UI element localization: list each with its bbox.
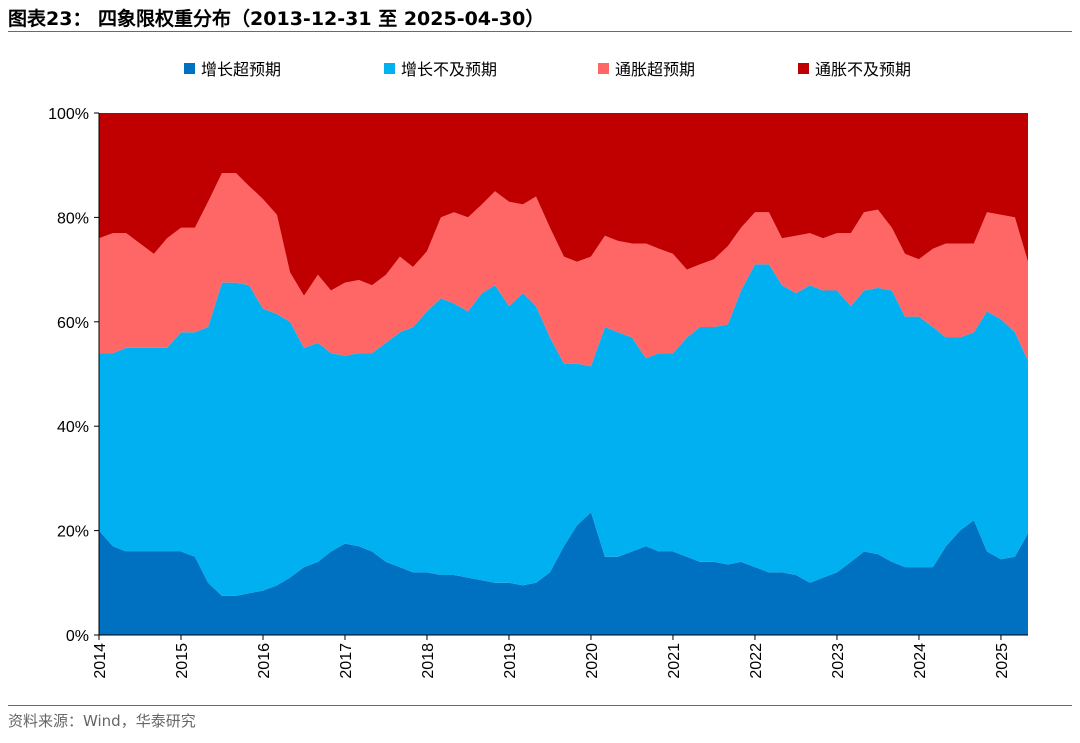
area-series-2	[99, 264, 1028, 596]
legend-item-growth-miss: 增长不及预期	[384, 56, 497, 80]
legend-label: 通胀超预期	[615, 60, 696, 79]
legend-swatch	[798, 62, 809, 74]
legend-label: 通胀不及预期	[815, 60, 912, 79]
y-tick-label: 40%	[57, 419, 89, 436]
legend-label: 增长不及预期	[401, 60, 498, 79]
legend-swatch	[184, 62, 195, 74]
x-tick-label: 2016	[256, 643, 273, 679]
legend-item-inflation-miss: 通胀不及预期	[798, 56, 911, 80]
y-tick-label: 20%	[57, 524, 89, 541]
x-tick-label: 2018	[420, 643, 437, 679]
x-tick-label: 2017	[338, 643, 355, 679]
x-tick-label: 2020	[584, 643, 601, 679]
x-tick-label: 2015	[174, 643, 191, 679]
stacked-area-chart: 0% 20% 40% 60% 80% 100% 2014 2015 2016 2017 2018 20…	[48, 106, 1028, 679]
x-tick-label: 2021	[666, 643, 683, 679]
legend-label: 增长超预期	[201, 60, 282, 79]
x-tick-label: 2014	[92, 643, 109, 679]
title-divider	[8, 31, 1072, 32]
x-tick-label: 2025	[994, 643, 1011, 679]
y-tick-label: 60%	[57, 315, 89, 332]
y-tick-label: 80%	[57, 210, 89, 227]
legend-item-inflation-beat: 通胀超预期	[598, 56, 695, 80]
area-series-4	[99, 113, 1028, 296]
y-tick-label: 100%	[48, 106, 89, 123]
source-divider	[8, 705, 1072, 706]
chart-legend: 增长超预期 增长不及预期 通胀超预期 通胀不及预期	[0, 56, 1080, 80]
area-series-3	[99, 173, 1028, 367]
x-tick-label: 2022	[748, 643, 765, 679]
x-tick-label: 2019	[502, 643, 519, 679]
x-tick-label: 2023	[830, 643, 847, 679]
y-tick-label: 0%	[66, 628, 89, 645]
legend-item-growth-beat: 增长超预期	[184, 56, 281, 80]
source-note: 资料来源：Wind，华泰研究	[8, 712, 196, 730]
figure-title: 图表23： 四象限权重分布（2013-12-31 至 2025-04-30）	[8, 8, 545, 30]
x-tick-label: 2024	[912, 643, 929, 679]
legend-swatch	[384, 62, 395, 74]
legend-swatch	[598, 62, 609, 74]
area-series-1	[99, 512, 1028, 635]
